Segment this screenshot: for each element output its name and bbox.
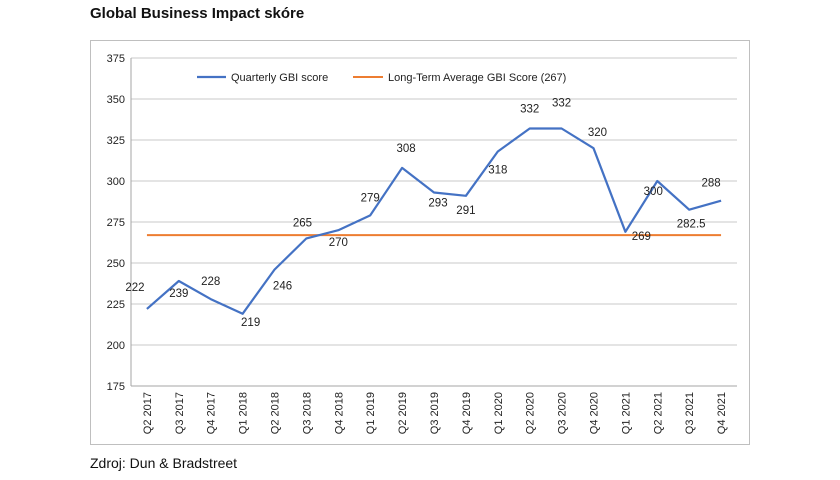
- data-label: 228: [201, 276, 220, 288]
- data-label: 293: [428, 197, 447, 209]
- data-label: 265: [293, 217, 312, 229]
- x-tick-label: Q2 2021: [652, 392, 664, 434]
- data-label: 222: [125, 282, 144, 294]
- legend-label-average: Long-Term Average GBI Score (267): [388, 72, 566, 84]
- data-label: 282.5: [677, 219, 706, 231]
- x-tick-label: Q3 2018: [301, 392, 313, 434]
- data-label: 332: [520, 104, 539, 116]
- y-axis-tick-labels: 175 200 225 250 275 300 325 350 375: [107, 53, 125, 393]
- x-tick-label: Q3 2020: [557, 392, 569, 434]
- y-tick-label: 250: [107, 258, 125, 270]
- x-tick-label: Q4 2021: [716, 392, 728, 434]
- series-lines: [146, 127, 722, 315]
- x-tick-label: Q4 2018: [333, 392, 345, 434]
- data-label: 219: [241, 317, 260, 329]
- y-tick-label: 275: [107, 217, 125, 229]
- x-tick-label: Q1 2020: [493, 392, 505, 434]
- x-tick-label: Q3 2021: [684, 392, 696, 434]
- x-tick-label: Q4 2019: [461, 392, 473, 434]
- legend-label-quarterly: Quarterly GBI score: [231, 72, 328, 84]
- data-label: 332: [552, 98, 571, 110]
- x-tick-label: Q3 2017: [174, 392, 186, 434]
- data-label: 246: [273, 281, 292, 293]
- data-label: 279: [361, 192, 380, 204]
- data-label: 288: [701, 178, 720, 190]
- x-tick-label: Q2 2017: [142, 392, 154, 434]
- x-tick-label: Q4 2017: [206, 392, 218, 434]
- data-label: 308: [397, 143, 416, 155]
- x-tick-label: Q2 2020: [525, 392, 537, 434]
- data-label: 239: [169, 288, 188, 300]
- y-tick-label: 325: [107, 135, 125, 147]
- data-label: 270: [329, 237, 348, 249]
- x-tick-label: Q1 2018: [238, 392, 250, 434]
- data-labels: 222 239 228 219 246 265 270 279 308 293 291 318 332 3…: [125, 98, 720, 329]
- y-tick-label: 225: [107, 299, 125, 311]
- y-tick-label: 175: [107, 381, 125, 393]
- x-tick-label: Q3 2019: [429, 392, 441, 434]
- data-label: 300: [644, 186, 663, 198]
- y-tick-label: 375: [107, 53, 125, 65]
- x-tick-label: Q2 2019: [397, 392, 409, 434]
- data-label: 318: [488, 164, 507, 176]
- line-chart: 175 200 225 250 275 300 325 350 375 Q2 2017 Q3 20…: [107, 53, 737, 434]
- page-title: Global Business Impact skóre: [90, 5, 305, 22]
- legend: Quarterly GBI score Long-Term Average GBI…: [197, 72, 566, 84]
- x-tick-label: Q1 2021: [620, 392, 632, 434]
- x-tick-label: Q4 2020: [588, 392, 600, 434]
- data-label: 320: [588, 127, 607, 139]
- data-label: 291: [456, 205, 475, 217]
- quarterly-gbi-line: [146, 127, 722, 315]
- x-axis-tick-labels: Q2 2017 Q3 2017 Q4 2017 Q1 2018 Q2 2018 Q3 20…: [142, 392, 728, 434]
- x-tick-label: Q1 2019: [365, 392, 377, 434]
- y-tick-label: 300: [107, 176, 125, 188]
- data-label: 269: [632, 231, 651, 243]
- source-note: Zdroj: Dun & Bradstreet: [90, 455, 238, 471]
- gridlines: [130, 57, 737, 387]
- chart-frame: 175 200 225 250 275 300 325 350 375 Q2 2017 Q3 20…: [90, 40, 750, 445]
- y-tick-label: 350: [107, 94, 125, 106]
- y-tick-label: 200: [107, 340, 125, 352]
- x-tick-label: Q2 2018: [270, 392, 282, 434]
